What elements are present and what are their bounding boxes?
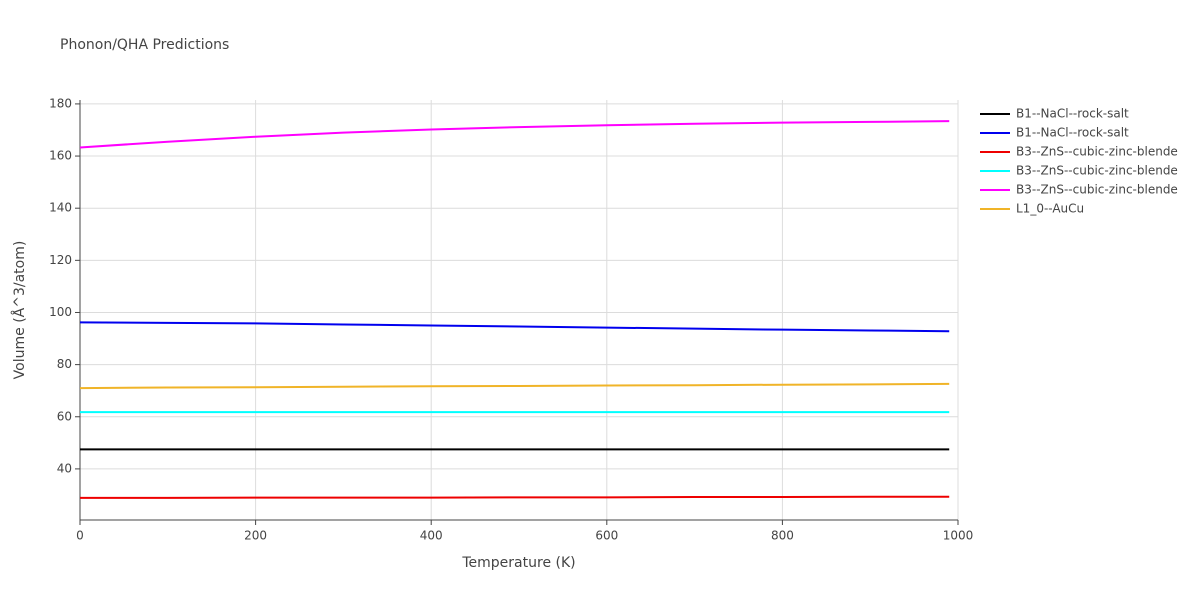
chart-title: Phonon/QHA Predictions — [60, 37, 229, 53]
line-series — [79, 120, 950, 149]
legend-label: B3--ZnS--cubic-zinc-blende — [1016, 164, 1178, 178]
y-tick-label: 40 — [57, 461, 72, 475]
x-axis-title: Temperature (K) — [461, 555, 575, 571]
y-tick-label: 120 — [49, 253, 72, 267]
legend-label: B1--NaCl--rock-salt — [1016, 107, 1129, 121]
legend-label: B1--NaCl--rock-salt — [1016, 126, 1129, 140]
x-tick-label: 1000 — [943, 529, 974, 543]
y-tick-label: 100 — [49, 305, 72, 319]
y-tick-label: 140 — [49, 201, 72, 215]
line-series — [79, 382, 950, 390]
y-tick-label: 80 — [57, 357, 72, 371]
line-series — [80, 495, 950, 499]
y-tick-label: 160 — [49, 149, 72, 163]
legend-label: B3--ZnS--cubic-zinc-blende — [1016, 183, 1178, 197]
y-axis-title: Volume (Å^3/atom) — [11, 241, 28, 380]
line-series — [79, 321, 950, 333]
x-tick-label: 600 — [595, 529, 618, 543]
x-tick-label: 800 — [771, 529, 794, 543]
legend-label: L1_0--AuCu — [1016, 202, 1084, 216]
y-tick-label: 60 — [57, 409, 72, 423]
y-tick-label: 180 — [49, 96, 72, 110]
x-tick-label: 0 — [76, 529, 84, 543]
legend-label: B3--ZnS--cubic-zinc-blende — [1016, 145, 1178, 159]
x-tick-label: 200 — [244, 529, 267, 543]
x-tick-label: 400 — [420, 529, 443, 543]
